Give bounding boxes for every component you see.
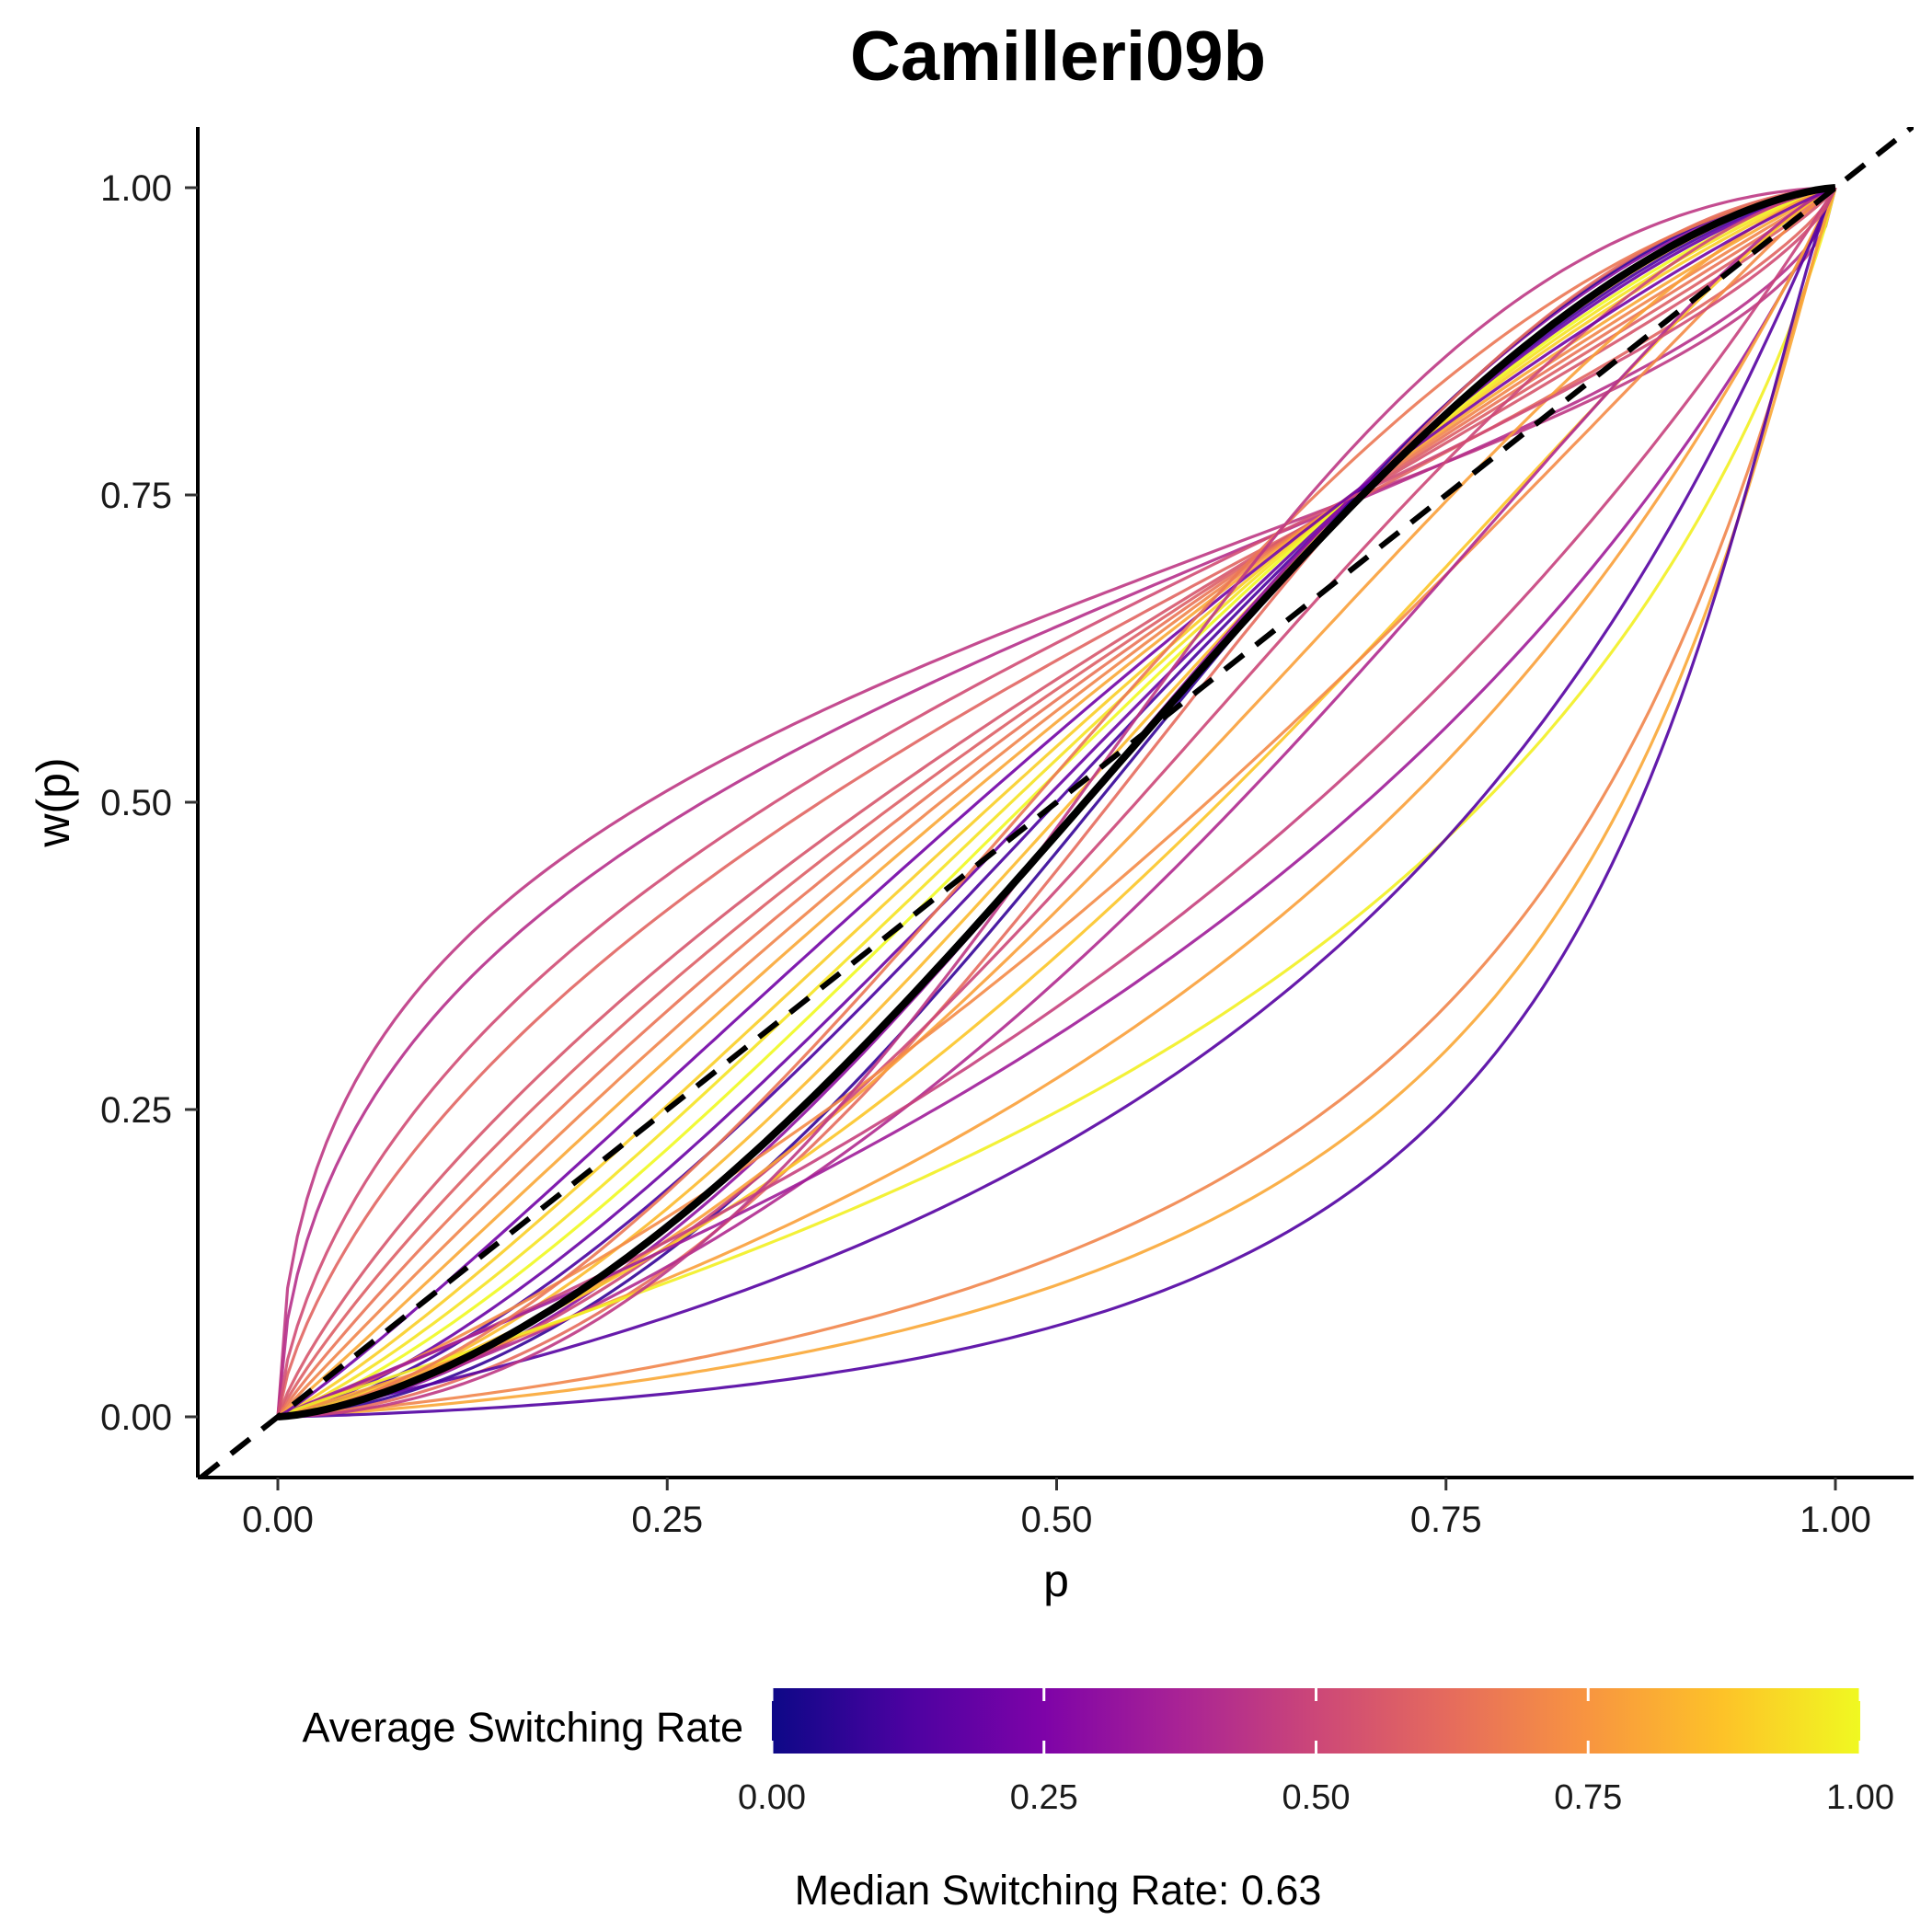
series-line-24 (277, 187, 1837, 1419)
identity-reference-line (198, 127, 1914, 1478)
colorbar-tick-label: 0.50 (1282, 1778, 1351, 1817)
series-line-29 (277, 187, 1837, 1419)
series-line-34 (277, 186, 1836, 1419)
series-line-17 (277, 186, 1836, 1419)
series-line-30 (277, 187, 1837, 1419)
series-line-3 (276, 187, 1837, 1418)
series-line-22 (277, 186, 1836, 1419)
colorbar-tick-label: 0.25 (1010, 1778, 1078, 1817)
median-curve (277, 184, 1836, 1420)
series-line-5 (276, 186, 1837, 1418)
series-line-9 (277, 186, 1836, 1419)
series-line-7 (276, 186, 1836, 1419)
y-tick-label: 0.00 (100, 1397, 172, 1438)
legend-title: Average Switching Rate (303, 1704, 743, 1751)
curves-layer (276, 184, 1837, 1420)
legend: Average Switching Rate 0.00 0.25 0.50 0.75 1… (303, 1688, 1894, 1817)
series-line-2 (276, 187, 1837, 1418)
series-line-4 (276, 186, 1837, 1418)
chart-title: Camilleri09b (850, 17, 1266, 96)
x-tick-label: 0.00 (242, 1500, 314, 1540)
series-line-32 (277, 186, 1836, 1419)
y-tick-label: 0.75 (100, 476, 172, 516)
x-tick-label: 0.25 (631, 1500, 703, 1540)
caption: Median Switching Rate: 0.63 (795, 1867, 1322, 1914)
x-tick-label: 0.50 (1021, 1500, 1093, 1540)
colorbar-tick-label: 0.00 (738, 1778, 806, 1817)
x-tick-label: 0.75 (1410, 1500, 1482, 1540)
axis-ticks: 0.00 0.00 0.25 0.25 0.50 0.50 0.75 0.75 1.00 1.00 (100, 168, 1871, 1540)
series-line-27 (277, 187, 1837, 1419)
series-line-23 (277, 187, 1837, 1419)
series-line-25 (277, 187, 1837, 1419)
y-tick-label: 1.00 (100, 168, 172, 209)
series-line-33 (277, 186, 1836, 1419)
series-line-6 (276, 186, 1836, 1418)
y-tick-label: 0.50 (100, 783, 172, 823)
series-line-16 (277, 186, 1836, 1419)
colorbar-tick-label: 0.75 (1554, 1778, 1622, 1817)
series-line-13 (277, 186, 1836, 1419)
series-line-10 (277, 186, 1836, 1419)
x-tick-label: 1.00 (1800, 1500, 1871, 1540)
x-axis-title: p (1043, 1555, 1069, 1606)
series-line-28 (277, 187, 1837, 1419)
y-axis-title: w(p) (28, 757, 79, 847)
colorbar-ticks: 0.00 0.25 0.50 0.75 1.00 (738, 1688, 1894, 1817)
reference-layer (198, 127, 1914, 1478)
series-line-26 (277, 187, 1837, 1419)
y-tick-label: 0.25 (100, 1090, 172, 1131)
series-line-21 (277, 186, 1836, 1419)
colorbar-tick-label: 1.00 (1826, 1778, 1894, 1817)
series-line-31 (276, 187, 1837, 1418)
series-line-1 (276, 187, 1837, 1418)
